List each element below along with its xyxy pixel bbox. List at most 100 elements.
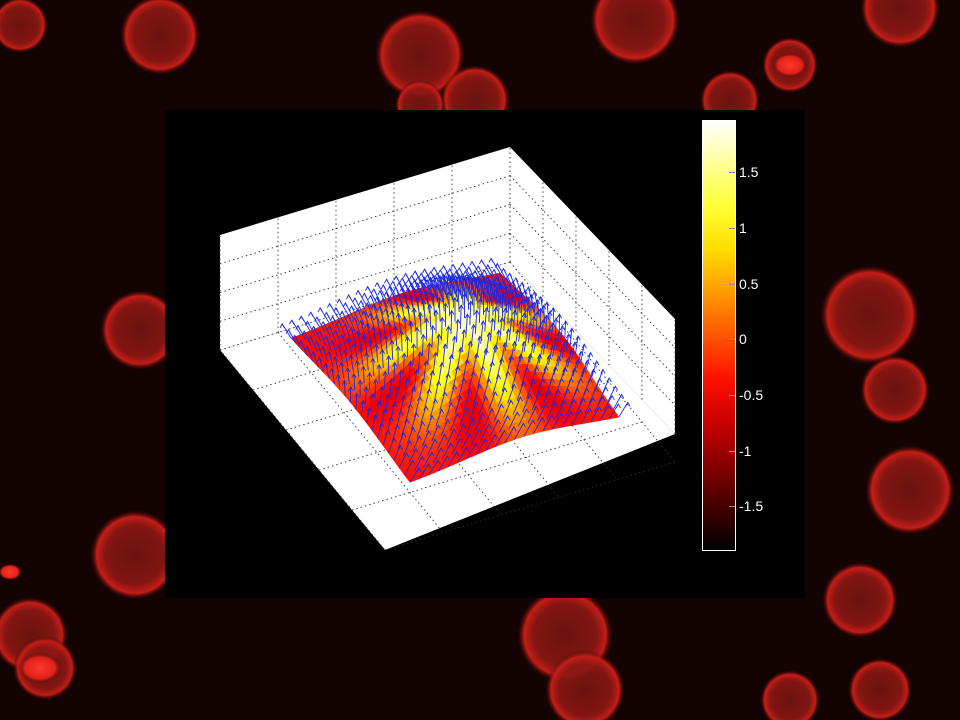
vector-arrow: [391, 340, 394, 360]
arrow-head: [524, 366, 530, 372]
vector-arrow: [504, 329, 509, 352]
arrow-head: [382, 370, 388, 376]
arrow-head: [402, 293, 408, 299]
vector-arrow: [393, 362, 396, 382]
arrow-head: [458, 280, 465, 287]
arrow-head: [565, 357, 571, 363]
vector-arrow: [480, 278, 486, 299]
arrow-head: [492, 344, 499, 350]
vector-arrow: [432, 279, 438, 302]
arrow-head: [508, 354, 514, 361]
arrow-head: [446, 291, 452, 297]
vector-arrow: [448, 292, 451, 316]
vector-arrow: [381, 349, 384, 369]
arrow-head: [478, 259, 485, 265]
arrow-head: [508, 399, 514, 405]
arrow-head: [503, 284, 509, 290]
arrow-head: [500, 267, 507, 273]
arrow-head: [484, 275, 490, 281]
arrow-head: [568, 348, 575, 355]
vector-arrow: [394, 325, 398, 347]
arrow-head: [540, 378, 546, 384]
vector-arrow: [404, 378, 408, 397]
arrow-head: [443, 280, 449, 286]
arrow-head: [531, 301, 537, 307]
arrow-head: [421, 282, 427, 288]
vector-arrow: [353, 373, 356, 391]
vector-arrow: [477, 366, 484, 387]
arrow-head: [506, 289, 512, 295]
arrow-head: [437, 274, 443, 281]
arrow-head: [416, 466, 422, 473]
vector-arrow: [469, 301, 472, 326]
vector-arrow: [400, 330, 403, 352]
vector-arrow: [512, 310, 516, 333]
arrow-head: [364, 302, 370, 308]
arrow-head: [399, 286, 405, 292]
arrow-head: [417, 395, 423, 402]
vector-arrow: [312, 351, 319, 368]
arrow-head: [355, 307, 361, 314]
vector-arrow: [344, 350, 349, 367]
arrow-head: [386, 321, 392, 327]
bright-cell: [0, 563, 22, 581]
arrow-head: [456, 276, 462, 282]
arrow-head: [336, 319, 342, 325]
arrow-head: [398, 409, 404, 416]
arrow-head: [409, 274, 415, 280]
vector-arrow: [451, 336, 456, 359]
arrow-head: [501, 429, 508, 435]
arrow-head: [618, 393, 625, 399]
arrow-head: [404, 377, 410, 383]
arrow-head: [354, 330, 361, 336]
arrow-head: [521, 340, 527, 346]
arrow-head: [298, 339, 304, 346]
arrow-head: [506, 300, 512, 306]
vector-arrow: [501, 371, 509, 392]
arrow-head: [439, 316, 445, 322]
vector-arrow: [410, 321, 413, 343]
arrow-head: [518, 319, 524, 325]
arrow-head: [471, 278, 477, 284]
arrow-head: [298, 315, 304, 321]
vector-arrow: [409, 387, 414, 406]
arrow-head: [410, 426, 416, 432]
vector-arrow: [347, 338, 353, 356]
vector-arrow: [493, 307, 497, 331]
arrow-head: [423, 317, 430, 323]
vector-arrow: [371, 415, 376, 431]
vector-arrow: [526, 380, 534, 399]
vector-arrow: [439, 280, 444, 303]
arrow-head: [486, 331, 492, 337]
vector-arrow: [543, 355, 550, 375]
arrow-head: [544, 314, 550, 320]
vector-arrow: [486, 286, 489, 310]
arrow-head: [500, 285, 506, 291]
arrow-head: [478, 272, 484, 278]
cell: [860, 0, 940, 48]
arrow-head: [414, 296, 420, 302]
arrow-head: [461, 329, 467, 335]
arrow-head: [379, 348, 385, 354]
vector-arrow: [353, 342, 358, 361]
arrow-head: [534, 298, 541, 305]
vector-arrow: [436, 334, 440, 357]
arrow-head: [445, 372, 451, 378]
arrow-head: [392, 361, 398, 367]
arrow-head: [421, 276, 427, 282]
arrow-head: [503, 276, 509, 283]
vector-arrow: [331, 340, 338, 357]
vector-arrow: [434, 381, 440, 401]
arrow-head: [510, 280, 516, 287]
arrow-head: [446, 274, 453, 280]
arrow-head: [467, 432, 473, 439]
arrow-head: [451, 428, 457, 434]
arrow-head: [481, 277, 487, 283]
arrow-head: [479, 412, 486, 418]
cell: [820, 265, 920, 365]
arrow-head: [522, 289, 528, 295]
arrow-head: [422, 443, 429, 449]
vector-arrow: [489, 280, 495, 300]
bright-cell: [772, 52, 808, 78]
arrow-head: [397, 444, 403, 450]
